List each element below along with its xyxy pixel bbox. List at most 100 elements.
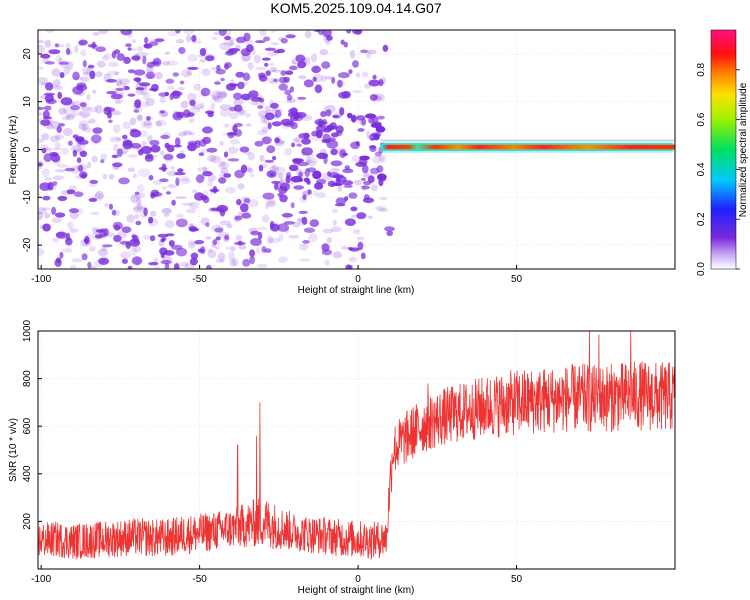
spectrogram-noise-blob bbox=[188, 117, 195, 124]
spectrogram-noise-blob bbox=[299, 258, 311, 262]
spectrogram-noise-blob bbox=[274, 137, 280, 144]
spectrogram-cluster-blob bbox=[332, 174, 345, 179]
spectrogram-noise-blob bbox=[42, 116, 52, 120]
spectrogram-noise-blob bbox=[159, 178, 169, 183]
spectrogram-noise-blob bbox=[186, 70, 192, 76]
spectrogram-noise-blob bbox=[95, 71, 103, 78]
spectrogram-noise-blob bbox=[249, 173, 255, 178]
spectrogram-noise-blob bbox=[38, 118, 43, 123]
spectrogram-noise-blob bbox=[324, 75, 333, 80]
spectrogram-noise-blob bbox=[91, 231, 101, 241]
spectrogram-noise-blob bbox=[155, 71, 163, 80]
spectrogram-noise-blob bbox=[279, 177, 284, 184]
spectrogram-noise-blob bbox=[136, 114, 144, 122]
spectrogram-noise-blob bbox=[167, 184, 177, 189]
spectrogram-noise-blob bbox=[319, 49, 329, 56]
spectrogram-noise-blob bbox=[169, 93, 174, 101]
spectrogram-cluster-blob bbox=[298, 171, 303, 178]
spectrogram-noise-blob bbox=[54, 169, 66, 173]
spectrogram-noise-blob bbox=[274, 182, 279, 191]
spectrogram-noise-blob bbox=[136, 77, 141, 84]
spectrogram-noise-blob bbox=[55, 257, 62, 264]
spectrogram-noise-blob bbox=[153, 257, 159, 266]
spectrogram-noise-blob bbox=[143, 120, 152, 126]
spectrogram-noise-blob bbox=[148, 262, 159, 266]
spectrogram-noise-blob bbox=[269, 99, 274, 108]
spectrogram-noise-blob bbox=[168, 240, 175, 247]
spectrogram-cluster-blob bbox=[314, 182, 324, 190]
spectrogram-noise-blob bbox=[55, 212, 66, 218]
spectrogram-noise-blob bbox=[237, 240, 243, 246]
spectrogram-noise-blob bbox=[353, 179, 362, 186]
spectrogram-cluster-blob bbox=[312, 170, 322, 180]
spectrogram-noise-blob bbox=[127, 93, 136, 97]
spectrogram-cluster-blob bbox=[346, 112, 353, 119]
spectrogram-noise-blob bbox=[56, 163, 69, 168]
spectrogram-noise-blob bbox=[331, 226, 342, 233]
spectrogram-noise-blob bbox=[150, 210, 157, 217]
spectrogram-noise-blob bbox=[136, 184, 145, 193]
spectrogram-noise-blob bbox=[326, 237, 333, 244]
spectrogram-noise-blob bbox=[348, 192, 358, 199]
spectrogram-noise-blob bbox=[215, 206, 227, 213]
spectrogram-noise-blob bbox=[272, 164, 277, 171]
spectrogram-noise-blob bbox=[38, 76, 48, 85]
spectrogram-noise-blob bbox=[78, 122, 88, 131]
spectrogram-noise-blob bbox=[378, 79, 384, 87]
spectrogram-noise-blob bbox=[216, 90, 222, 95]
spectrogram-cluster-blob bbox=[341, 180, 354, 186]
spectrogram-noise-blob bbox=[72, 149, 78, 157]
spectrogram-noise-blob bbox=[337, 184, 342, 193]
spectrogram-noise-blob bbox=[155, 120, 162, 127]
spectrogram-noise-blob bbox=[284, 228, 290, 234]
spectrogram-noise-blob bbox=[224, 123, 230, 128]
spectrogram-noise-blob bbox=[382, 44, 389, 52]
spectrogram-noise-blob bbox=[290, 202, 295, 209]
spectrogram-noise-blob bbox=[332, 220, 337, 226]
spectrogram-noise-blob bbox=[65, 42, 72, 49]
spectrogram-noise-blob bbox=[335, 197, 347, 205]
spectrogram-noise-blob bbox=[144, 154, 154, 162]
spectrogram-noise-blob bbox=[314, 64, 319, 69]
spectrogram-noise-blob bbox=[342, 168, 354, 174]
spectrogram-noise-blob bbox=[251, 47, 256, 56]
spectrogram-noise-blob bbox=[229, 83, 239, 87]
spectrogram-noise-blob bbox=[284, 148, 292, 157]
spectrogram-noise-blob bbox=[60, 60, 69, 69]
spectrogram-noise-blob bbox=[332, 251, 342, 259]
spectrogram-noise-blob bbox=[216, 64, 221, 71]
spectrogram-noise-blob bbox=[338, 72, 350, 79]
spectrogram-noise-blob bbox=[64, 167, 76, 172]
spectrogram-noise-blob bbox=[44, 82, 54, 91]
spectrogram-noise-blob bbox=[116, 53, 125, 61]
spectrogram-noise-blob bbox=[271, 107, 278, 112]
spectrogram-noise-blob bbox=[67, 221, 74, 230]
spectrogram-noise-blob bbox=[161, 61, 170, 66]
snr-frame bbox=[37, 330, 676, 570]
spectrogram-noise-blob bbox=[65, 232, 71, 241]
snr-x-tick-label: -100 bbox=[31, 574, 51, 585]
spectrogram-noise-blob bbox=[71, 165, 81, 175]
spectrogram-noise-blob bbox=[209, 188, 220, 193]
spectrogram-noise-blob bbox=[207, 174, 216, 182]
spectrogram-noise-blob bbox=[273, 108, 283, 113]
spectrogram-noise-blob bbox=[70, 228, 79, 234]
spectrogram-noise-blob bbox=[258, 75, 268, 82]
spectrogram-cluster-blob bbox=[362, 164, 369, 174]
spectrogram-noise-blob bbox=[225, 246, 231, 250]
spectrogram-cluster-blob bbox=[296, 143, 302, 147]
spectrogram-noise-blob bbox=[233, 99, 244, 107]
spectrogram-noise-blob bbox=[135, 87, 145, 91]
spectrogram-noise-blob bbox=[267, 77, 277, 84]
spectrogram-noise-blob bbox=[256, 263, 269, 268]
spectrogram-noise-blob bbox=[115, 87, 124, 92]
spectrogram-noise-blob bbox=[53, 78, 61, 88]
spectrogram-y-tick-label: 10 bbox=[22, 96, 33, 108]
spectrogram-noise-blob bbox=[266, 199, 277, 208]
spectrogram-noise-blob bbox=[166, 191, 171, 195]
spectrogram-noise-blob bbox=[109, 110, 122, 116]
spectrogram-noise-blob bbox=[166, 60, 179, 66]
spectrogram-noise-blob bbox=[95, 190, 104, 200]
spectrogram-noise-blob bbox=[214, 245, 220, 250]
